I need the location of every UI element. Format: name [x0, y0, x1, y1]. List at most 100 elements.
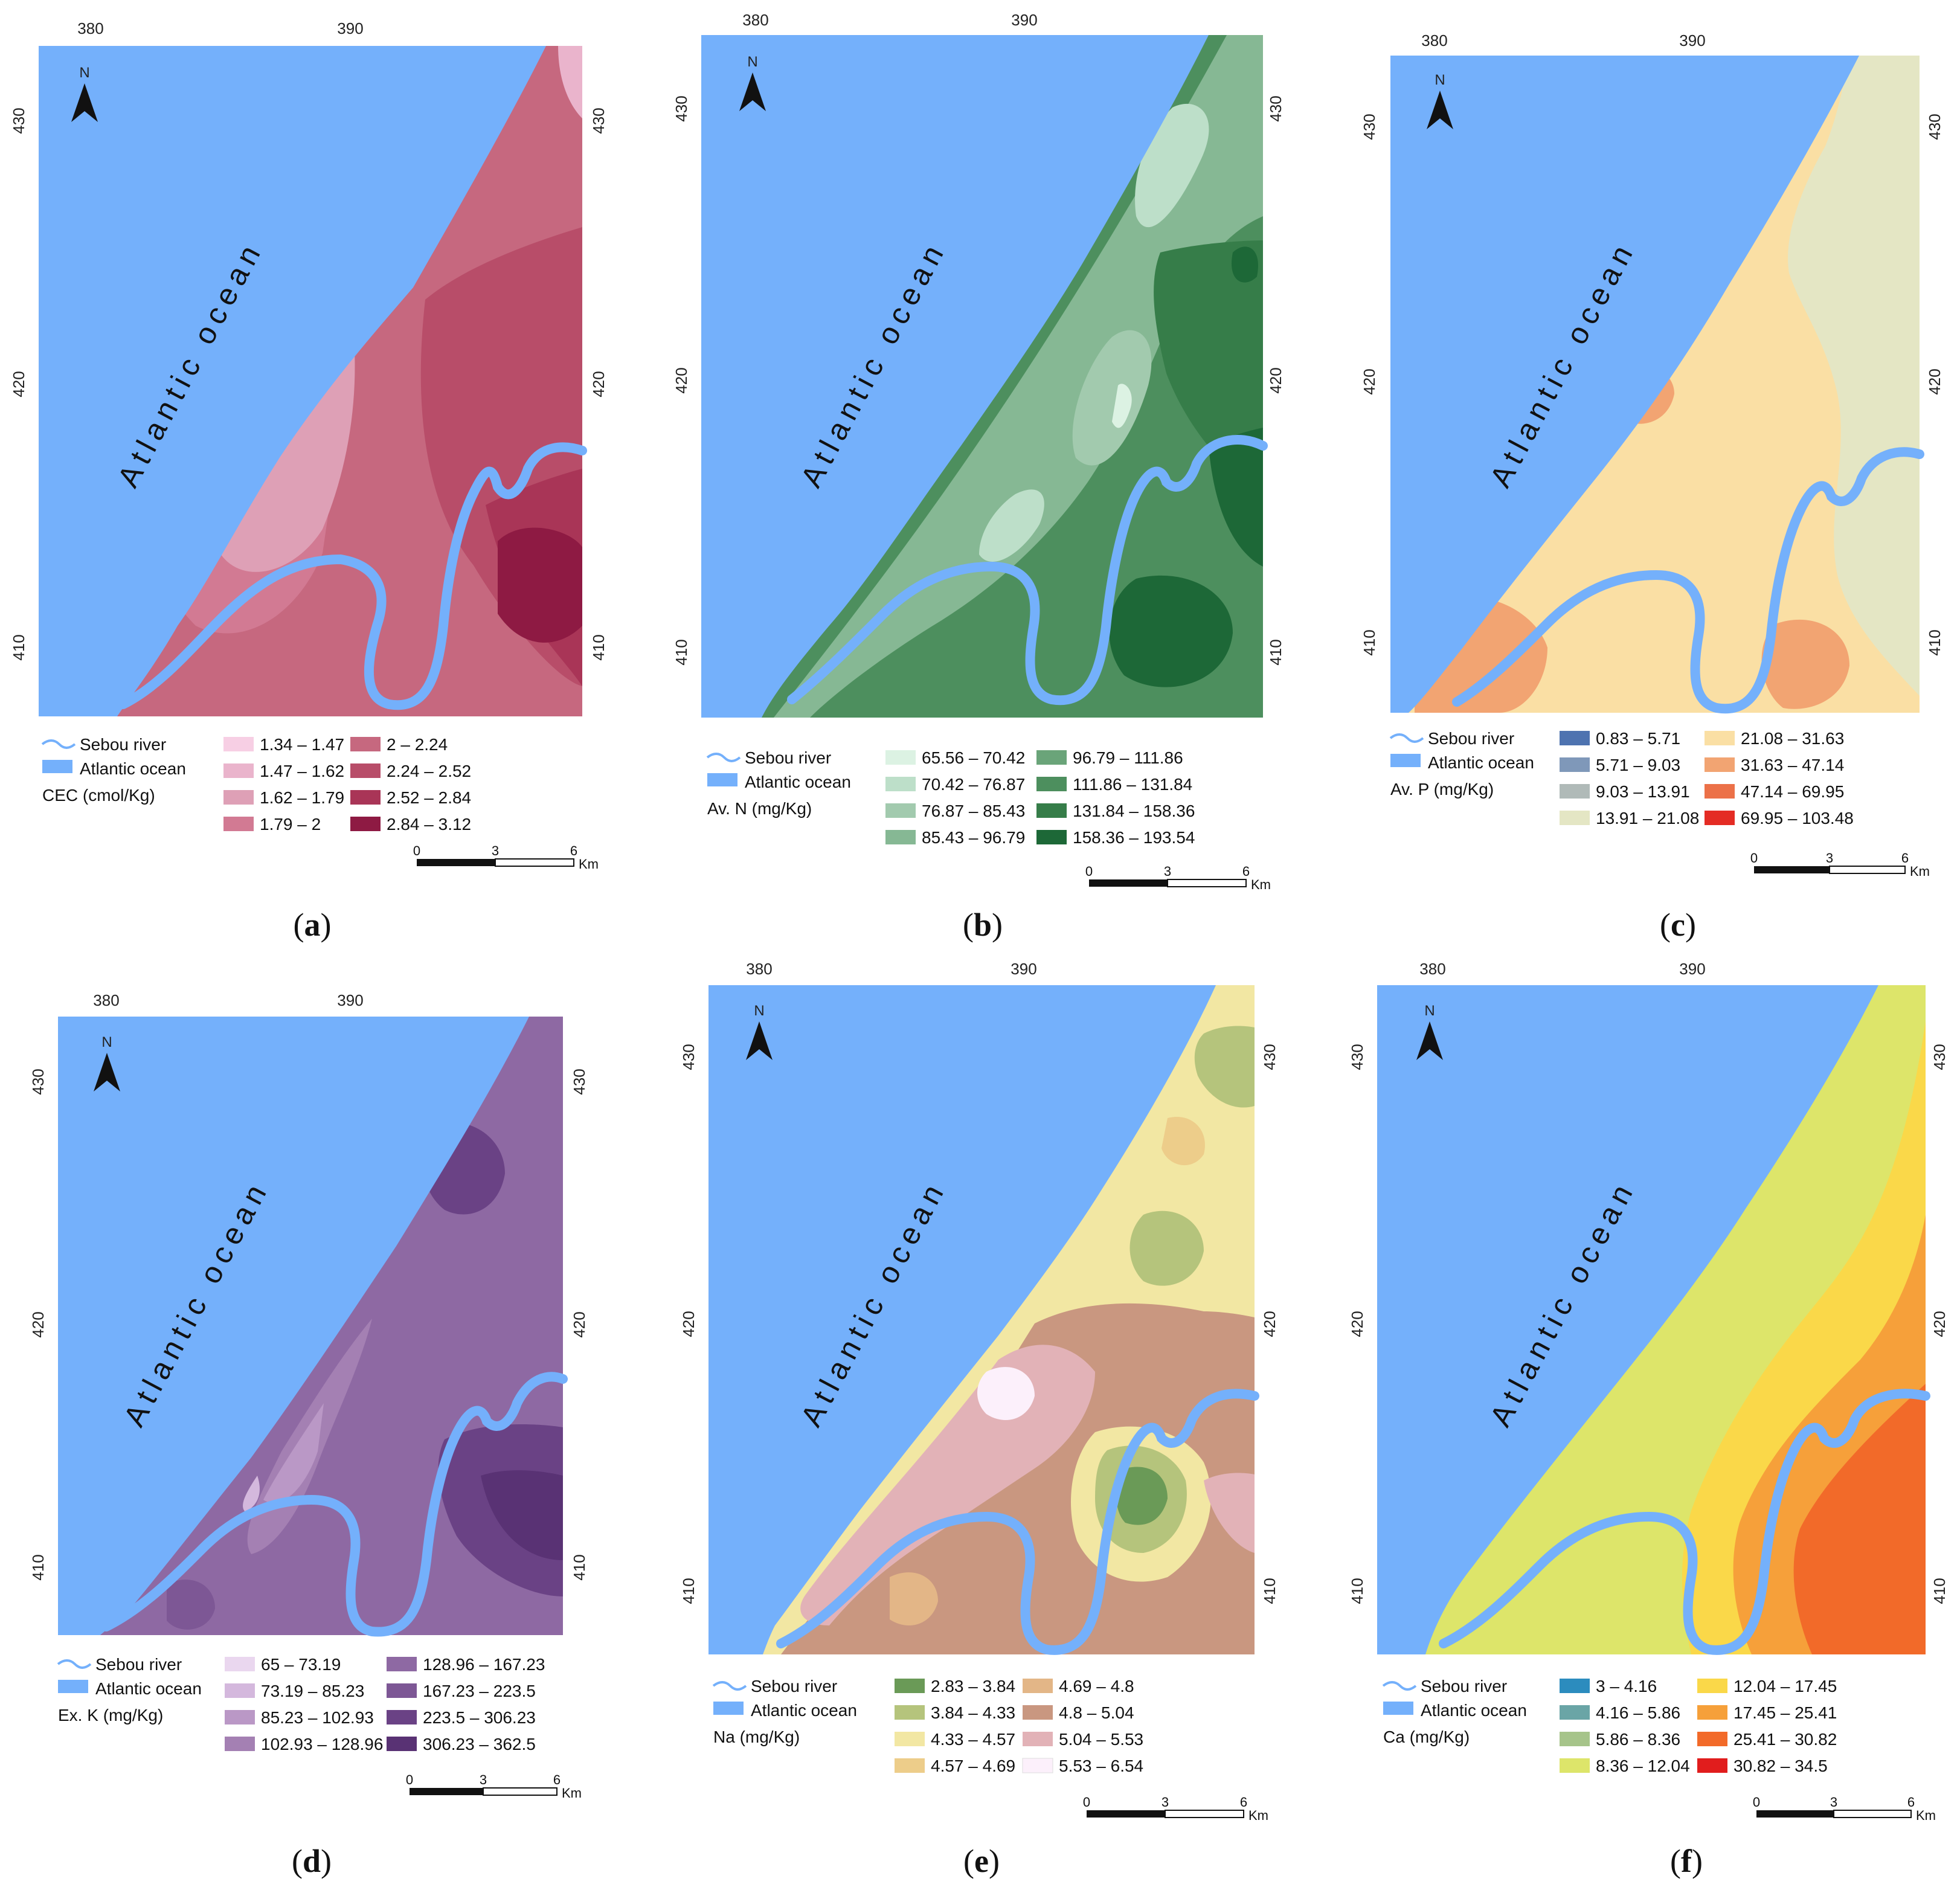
zone-c-4 — [1761, 619, 1849, 709]
ocean-legend-swatch — [713, 1702, 744, 1715]
panel-b-caption: (b) — [962, 907, 1003, 943]
class-label-1: 1.34 – 1.47 — [260, 735, 344, 754]
class-label-1: 0.83 – 5.71 — [1596, 729, 1680, 748]
caption-letter: d — [302, 1843, 321, 1879]
scale-tick-0: 0 — [413, 843, 420, 858]
class-swatch-3 — [1560, 784, 1590, 799]
class-label-8: 306.23 – 362.5 — [423, 1735, 536, 1753]
class-label-6: 17.45 – 25.41 — [1733, 1703, 1837, 1722]
class-label-7: 131.84 – 158.36 — [1073, 802, 1195, 820]
map-f-legend: Sebou river Atlantic ocean Ca (mg/Kg) 3 … — [1382, 1677, 1837, 1775]
class-label-7: 2.52 – 2.84 — [387, 788, 471, 807]
legend-ocean-label: Atlantic ocean — [751, 1701, 857, 1720]
north-arrow-icon — [1416, 1021, 1443, 1060]
y-tick-410-left: 410 — [1360, 629, 1378, 655]
class-swatch-5 — [1697, 1679, 1727, 1693]
map-b-legend: Sebou river Atlantic ocean Av. N (mg/Kg)… — [706, 748, 1195, 847]
class-swatch-6 — [1023, 1705, 1053, 1720]
x-tick-380: 380 — [1421, 31, 1447, 50]
scale-tick-3: 3 — [1162, 1795, 1169, 1810]
x-tick-390: 390 — [1679, 960, 1705, 978]
zone-b-4 — [1112, 384, 1132, 428]
class-swatch-4 — [1560, 1758, 1590, 1773]
map-c-legend: Sebou river Atlantic ocean Av. P (mg/Kg)… — [1389, 729, 1854, 828]
class-label-3: 5.86 – 8.36 — [1596, 1730, 1680, 1749]
north-label: N — [101, 1034, 112, 1050]
scale-tick-6: 6 — [1901, 850, 1909, 866]
zone-b-7 — [1209, 428, 1263, 567]
y-tick-410-right: 410 — [1930, 1578, 1949, 1604]
map-c-river — [1452, 447, 1924, 714]
class-label-3: 76.87 – 85.43 — [922, 802, 1025, 820]
class-swatch-1 — [1560, 1679, 1590, 1693]
legend-river-label: Sebou river — [1421, 1677, 1507, 1696]
map-f-frame — [1377, 985, 1930, 1655]
north-label: N — [1435, 72, 1445, 88]
class-swatch-7 — [1697, 1732, 1727, 1746]
y-tick-430-right: 430 — [570, 1069, 588, 1094]
map-f-zones — [1682, 1021, 1926, 1654]
y-tick-430-left: 430 — [29, 1069, 47, 1094]
scale-unit: Km — [1916, 1808, 1936, 1823]
class-swatch-2 — [225, 1683, 255, 1698]
class-label-5: 2 – 2.24 — [387, 735, 448, 754]
class-label-5: 128.96 – 167.23 — [423, 1655, 545, 1674]
map-e-river — [776, 1389, 1259, 1655]
class-label-6: 167.23 – 223.5 — [423, 1682, 536, 1700]
scalebar-black — [1089, 879, 1168, 887]
map-a-ocean — [39, 46, 546, 716]
north-label: N — [747, 54, 757, 70]
y-tick-410-right: 410 — [1261, 1578, 1279, 1604]
y-tick-430-left: 430 — [1360, 114, 1378, 140]
map-e-legend: Sebou river Atlantic ocean Na (mg/Kg) 2.… — [712, 1677, 1143, 1775]
class-label-3: 1.62 – 1.79 — [260, 788, 344, 807]
scalebar-white — [1165, 1810, 1244, 1818]
scale-tick-3: 3 — [492, 843, 499, 858]
river-legend-icon — [706, 753, 741, 762]
legend-ocean-label: Atlantic ocean — [95, 1679, 202, 1698]
legend-river-label: Sebou river — [751, 1677, 837, 1696]
zone-c-1 — [1788, 56, 1920, 696]
zone-b-5 — [979, 489, 1044, 562]
class-label-2: 70.42 – 76.87 — [922, 775, 1025, 794]
map-panel-e: N Atlantic ocean 380 390 430 420 410 430… — [653, 945, 1306, 1890]
y-tick-420-left: 420 — [1360, 368, 1378, 394]
ocean-legend-swatch — [1383, 1702, 1413, 1715]
map-panel-b: N Atlantic ocean 380 390 430 420 410 430… — [653, 0, 1306, 945]
north-label: N — [1424, 1003, 1435, 1019]
north-arrow-icon — [739, 72, 766, 111]
x-tick-390: 390 — [1011, 11, 1037, 29]
legend-ocean-label: Atlantic ocean — [745, 773, 851, 791]
class-label-1: 3 – 4.16 — [1596, 1677, 1657, 1696]
class-swatch-1 — [885, 750, 916, 765]
class-label-2: 73.19 – 85.23 — [261, 1682, 364, 1700]
ocean-legend-swatch — [42, 760, 72, 773]
map-panel-f: N Atlantic ocean 380 390 430 420 410 430… — [1306, 945, 1960, 1890]
y-tick-430-left: 430 — [10, 108, 28, 133]
class-label-7: 5.04 – 5.53 — [1059, 1730, 1143, 1749]
map-e-svg: N Atlantic ocean 380 390 430 420 410 430… — [680, 960, 1279, 1823]
class-label-6: 4.8 – 5.04 — [1059, 1703, 1134, 1722]
map-b-svg: N Atlantic ocean 380 390 430 420 410 430… — [672, 11, 1285, 892]
class-label-3: 4.33 – 4.57 — [931, 1730, 1015, 1749]
class-label-3: 9.03 – 13.91 — [1596, 782, 1690, 801]
map-b-frame — [701, 35, 1268, 718]
north-arrow-icon — [94, 1053, 120, 1091]
class-swatch-6 — [350, 763, 381, 778]
class-label-8: 158.36 – 193.54 — [1073, 828, 1195, 847]
map-panel-d: N Atlantic ocean 380 390 430 420 410 430… — [0, 945, 653, 1890]
class-label-2: 1.47 – 1.62 — [260, 762, 344, 780]
zone-e-9 — [1116, 1467, 1168, 1525]
class-label-4: 8.36 – 12.04 — [1596, 1757, 1690, 1775]
river-legend-icon — [1389, 733, 1424, 743]
zone-d-3 — [243, 1476, 260, 1512]
class-swatch-1 — [223, 737, 254, 751]
class-swatch-8 — [1705, 811, 1735, 825]
map-c-ocean — [1390, 56, 1859, 713]
map-d-scalebar: 0 3 6 Km — [406, 1772, 582, 1801]
map-b-zones — [774, 35, 1263, 718]
map-d-ocean — [58, 1017, 529, 1635]
legend-variable-label: Na (mg/Kg) — [713, 1728, 800, 1746]
map-b-river — [787, 435, 1268, 706]
map-d-frame — [58, 1017, 568, 1637]
